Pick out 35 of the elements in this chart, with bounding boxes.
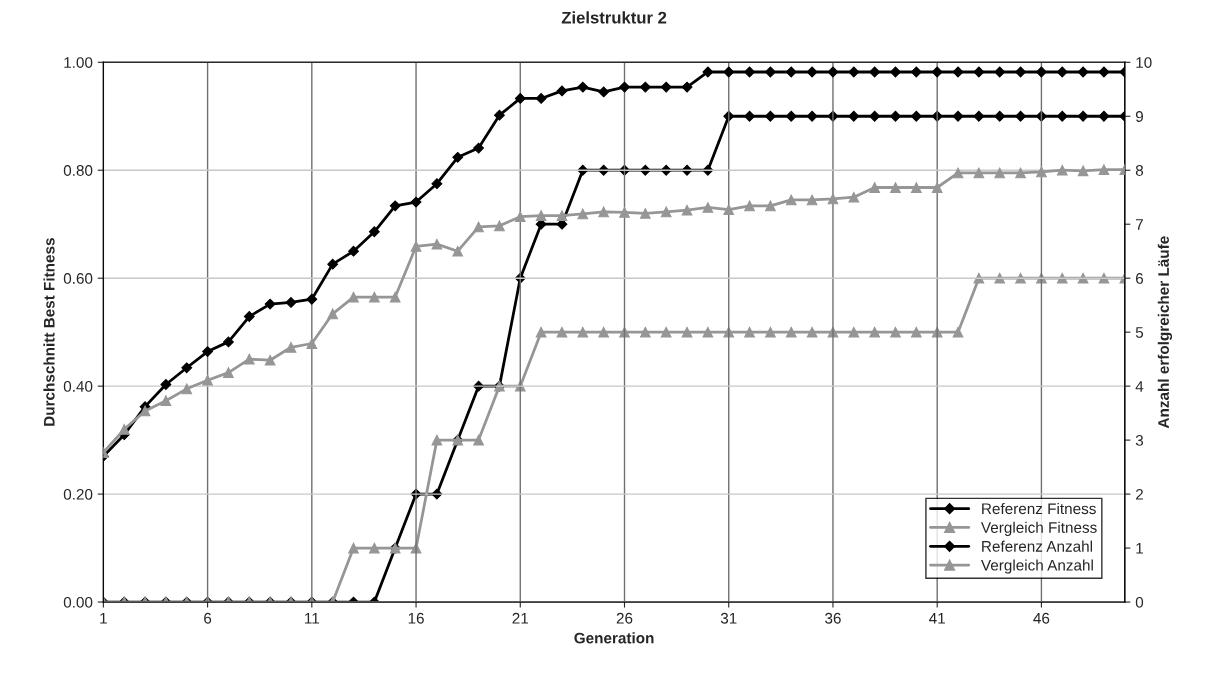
- legend-label: Referenz Fitness: [982, 502, 1096, 515]
- y2-tick-label: 3: [1135, 434, 1144, 446]
- y2-tick-label: 8: [1135, 165, 1144, 176]
- x-tick-label: 31: [720, 612, 737, 624]
- legend-label: Vergleich Anzahl: [980, 559, 1093, 574]
- y-tick-label: 0.60: [63, 273, 93, 284]
- y2-tick-label: 9: [1135, 111, 1143, 122]
- legend-label: Vergleich Fitness: [980, 521, 1097, 536]
- x-tick-label: 16: [408, 612, 424, 624]
- chart-title: Zielstruktur 2: [561, 11, 667, 24]
- y-tick-label: 0.40: [63, 381, 93, 392]
- y-tick-label: 0.80: [63, 165, 93, 176]
- legend-label: Referenz Anzahl: [982, 540, 1093, 552]
- y2-tick-label: 4: [1135, 381, 1144, 392]
- x-tick-label: 36: [825, 612, 841, 624]
- x-tick-label: 41: [929, 613, 945, 624]
- x-tick-label: 26: [616, 612, 633, 624]
- y2-tick-label: 0: [1135, 596, 1144, 608]
- y2-tick-label: 5: [1135, 327, 1144, 338]
- y-tick-label: 0.00: [63, 596, 93, 608]
- y2-tick-label: 1: [1136, 543, 1143, 554]
- y2-tick-label: 7: [1136, 219, 1143, 230]
- y-axis-title: Durchschnitt Best Fitness: [43, 238, 55, 426]
- y2-tick-label: 6: [1135, 273, 1144, 284]
- y2-tick-label: 10: [1136, 57, 1152, 68]
- x-tick-label: 1: [100, 613, 107, 624]
- y-tick-label: 1.00: [64, 57, 93, 68]
- x-tick-label: 6: [204, 612, 212, 624]
- y2-tick-label: 2: [1135, 488, 1143, 500]
- y2-axis-title: Anzahl erfolgreicher Läufe: [1157, 236, 1173, 429]
- y-tick-label: 0.20: [63, 488, 93, 500]
- x-axis-title: Generation: [574, 632, 654, 644]
- x-tick-label: 11: [305, 613, 320, 624]
- x-tick-label: 21: [512, 612, 529, 624]
- x-tick-label: 46: [1033, 612, 1050, 624]
